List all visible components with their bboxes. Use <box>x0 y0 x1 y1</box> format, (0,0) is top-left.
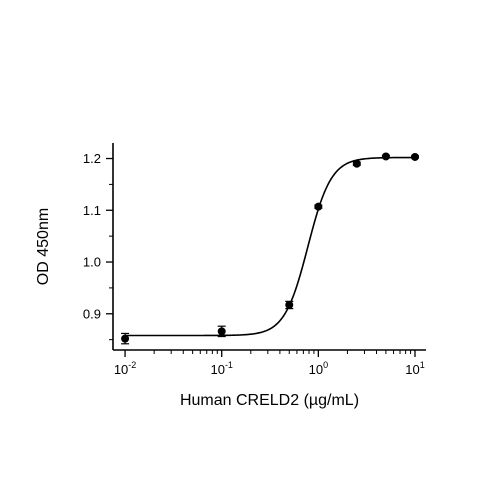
fit-curve <box>125 156 415 337</box>
x-axis-label: Human CRELD2 (µg/mL) <box>180 392 359 409</box>
axes <box>112 143 426 351</box>
data-point <box>314 202 323 211</box>
y-tick-label: 1.2 <box>83 151 101 166</box>
data-point <box>410 152 419 161</box>
data-point <box>121 334 130 343</box>
data-point <box>352 159 361 168</box>
y-tick-label: 1.1 <box>83 203 101 218</box>
y-axis-label: OD 450nm <box>35 208 52 285</box>
data-point <box>217 327 226 336</box>
y-axis-ticks: 0.9 1.0 1.1 1.2 <box>83 151 113 341</box>
x-tick-label: 10-2 <box>114 360 136 377</box>
y-tick-label: 0.9 <box>83 306 101 321</box>
x-tick-label: 10-1 <box>210 360 232 377</box>
data-point <box>381 152 390 161</box>
y-tick-label: 1.0 <box>83 255 101 270</box>
x-tick-label: 101 <box>405 360 424 377</box>
data-points <box>121 152 419 345</box>
x-axis-ticks: 10-2 10-1 100 101 <box>114 350 425 377</box>
x-tick-label: 100 <box>309 360 328 377</box>
data-point <box>285 300 294 309</box>
